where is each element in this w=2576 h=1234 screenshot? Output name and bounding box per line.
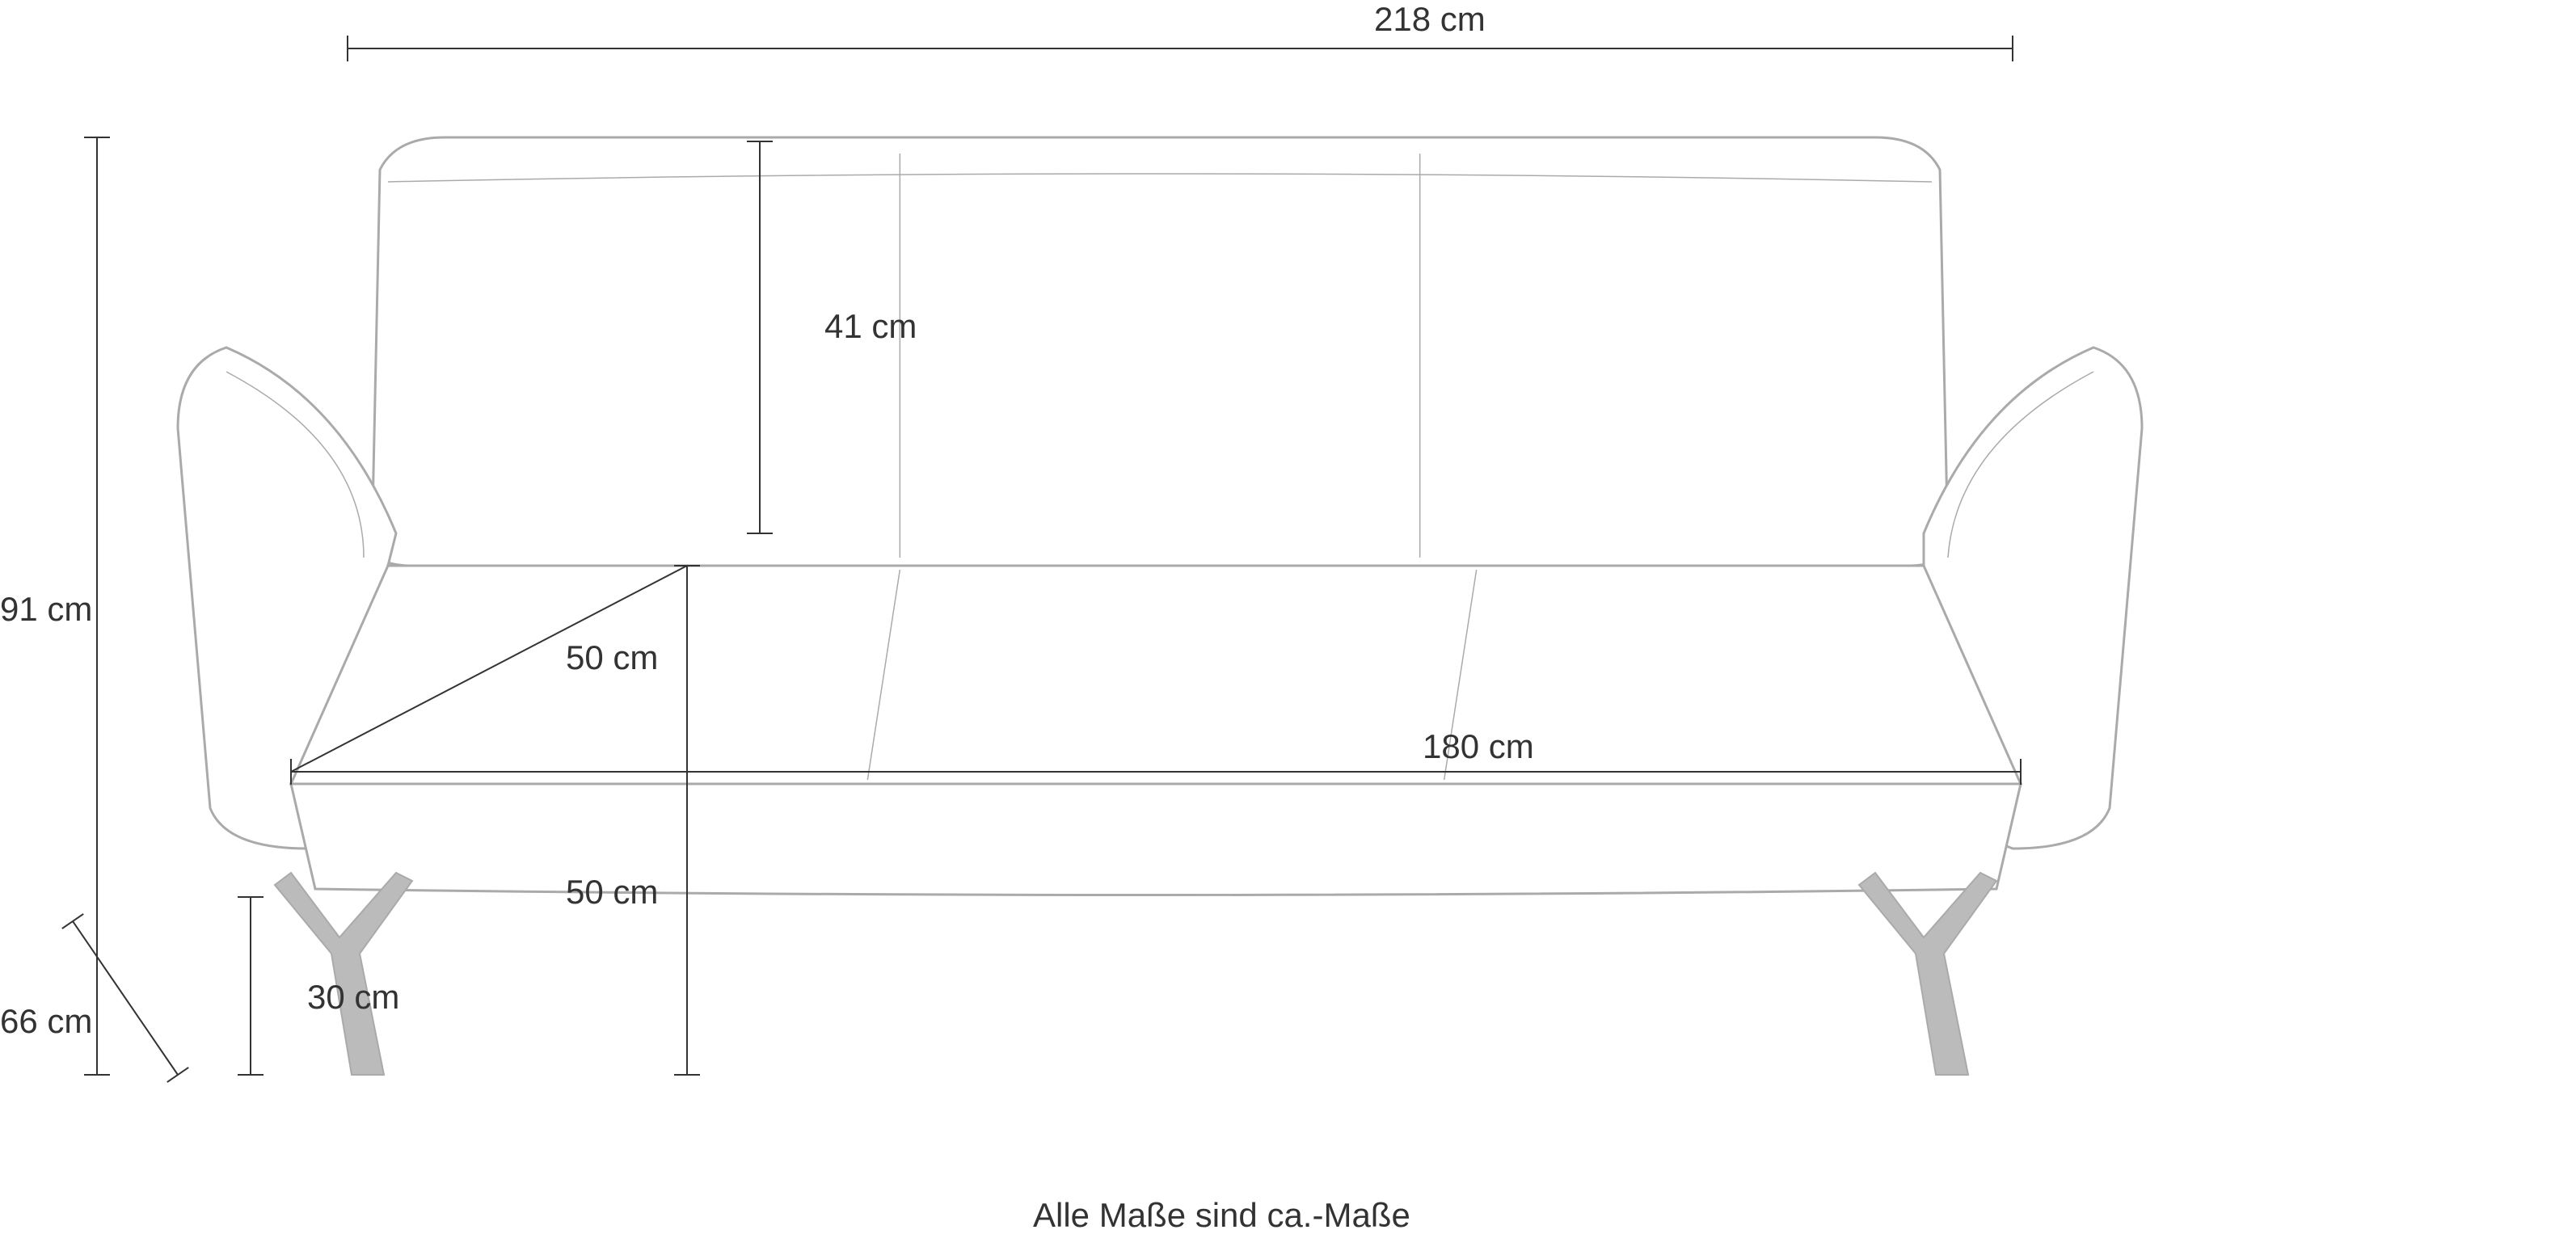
sofa-dimension-diagram xyxy=(0,0,2576,1234)
dim-seat-height-label: 50 cm xyxy=(566,873,658,912)
dim-total-width-label: 218 cm xyxy=(1374,0,1486,39)
dim-total-height-label: 91 cm xyxy=(0,590,92,629)
dim-seat-depth-label: 50 cm xyxy=(566,638,658,677)
dim-backrest-label: 41 cm xyxy=(824,307,917,346)
dim-seat-width-label: 180 cm xyxy=(1423,727,1534,766)
footnote: Alle Maße sind ca.-Maße xyxy=(1033,1196,1410,1234)
dim-depth-label: 66 cm xyxy=(0,1002,92,1041)
dim-leg-clearance-label: 30 cm xyxy=(307,978,399,1017)
